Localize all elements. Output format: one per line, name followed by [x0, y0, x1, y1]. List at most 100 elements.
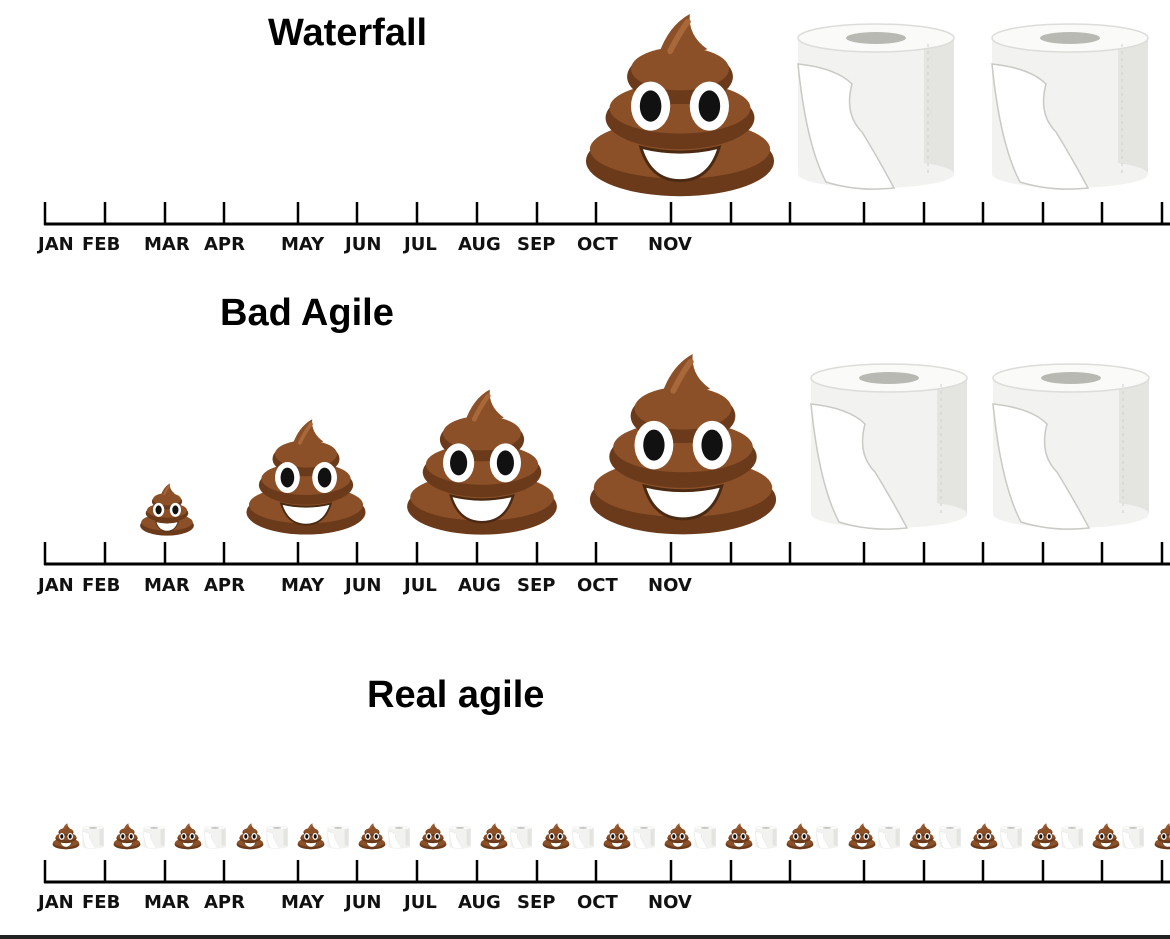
section-title: Bad Agile [220, 292, 394, 334]
section-title: Real agile [367, 674, 545, 716]
toilet-paper-icon [938, 825, 961, 849]
poop-highlight [667, 18, 691, 54]
month-label: AUG [458, 575, 501, 596]
paper-core [823, 826, 832, 829]
paper-core [639, 826, 648, 829]
poop-pupil [925, 834, 929, 840]
month-label: JUL [404, 234, 437, 255]
poop-upper-top [275, 440, 337, 468]
poop-pupil [680, 834, 684, 840]
poop-pupil [558, 834, 562, 840]
paper-side-shade [405, 827, 410, 847]
month-label: JUN [345, 575, 382, 596]
paper-side-shade [527, 827, 533, 847]
poop-mouth [182, 842, 195, 848]
poop-tip [160, 483, 175, 496]
poop-highlight [920, 824, 925, 830]
poop-pupil [374, 834, 378, 840]
month-label: OCT [577, 892, 618, 913]
toilet-paper-icon [1122, 825, 1145, 849]
month-label: JAN [38, 892, 74, 913]
poop-mouth [60, 842, 72, 848]
month-label: APR [204, 892, 245, 913]
bad-agile-timeline [43, 542, 1170, 566]
paper-sheet [632, 831, 647, 849]
paper-side-shade [937, 378, 967, 514]
poop-mouth [978, 842, 990, 848]
paper-sheet [326, 831, 341, 849]
paper-side-shade [99, 827, 104, 847]
poop-pupil [794, 834, 798, 840]
poop-highlight [492, 824, 496, 830]
paper-side-shade [1119, 378, 1149, 514]
toilet-paper-icon [1000, 825, 1022, 849]
paper-side-shade [160, 827, 165, 847]
toilet-paper-icon [810, 363, 968, 530]
month-label: NOV [648, 234, 692, 255]
paper-side-shade [466, 827, 471, 847]
poop-pupil [1100, 834, 1104, 840]
month-label: MAY [281, 892, 325, 913]
poop-highlight [297, 422, 313, 445]
poop-pupil [60, 834, 64, 840]
bad-agile-section: Bad Agile JAN FEB MAR APR MAY JUN JUL AUG SEP OCT… [0, 270, 1170, 610]
section-title: Waterfall [268, 12, 428, 54]
poop-pupil [172, 505, 179, 515]
poop-highlight [614, 824, 619, 830]
paper-core [1006, 826, 1016, 829]
paper-sheet [1061, 831, 1075, 849]
poop-upper-top [426, 828, 441, 835]
paper-sheet [1122, 831, 1137, 849]
paper-side-shade [924, 38, 954, 174]
paper-side-shade [711, 827, 716, 847]
paper-sheet [816, 831, 831, 849]
paper-core [846, 32, 906, 44]
paper-core [517, 826, 526, 829]
poop-highlight [553, 824, 558, 830]
month-label: MAY [281, 575, 325, 596]
poop-upper-top [303, 828, 318, 835]
paper-side-shade [956, 827, 961, 847]
toilet-paper-icon [571, 825, 594, 849]
poop-pupil [549, 834, 553, 840]
paper-core [272, 826, 281, 829]
paper-core [762, 826, 771, 829]
bad-agile-month-labels: JAN FEB MAR APR MAY JUN JUL AUG SEP OCT NOV [0, 575, 1170, 599]
poop-upper-top [634, 386, 732, 430]
poop-tip [1042, 823, 1050, 830]
month-label: MAR [144, 892, 190, 913]
poop-pupil [488, 834, 492, 840]
poop-highlight [125, 824, 129, 830]
waterfall-timeline [43, 202, 1170, 226]
poop-icon [970, 823, 998, 850]
paper-sheet [797, 63, 896, 190]
poop-highlight [670, 358, 694, 394]
poop-tip [980, 823, 988, 830]
paper-side-shade [772, 827, 777, 847]
month-label: OCT [577, 234, 618, 255]
poop-highlight [308, 824, 313, 830]
paper-sheet [510, 831, 525, 849]
month-label: OCT [577, 575, 618, 596]
poop-icon [786, 823, 814, 850]
poop-highlight [163, 484, 171, 495]
poop-highlight [64, 824, 68, 830]
poop-pupil [917, 834, 921, 840]
poop-tip [674, 823, 682, 830]
paper-sheet [877, 831, 892, 849]
paper-side-shade [1139, 827, 1145, 847]
paper-side-shade [221, 827, 227, 847]
paper-sheet [810, 403, 909, 530]
poop-pupil [182, 834, 186, 840]
paper-core [700, 826, 710, 829]
paper-core [394, 826, 404, 829]
month-label: SEP [517, 234, 556, 255]
poop-mouth [243, 842, 256, 848]
paper-sheet [1000, 831, 1014, 849]
poop-icon [589, 353, 777, 535]
paper-core [88, 826, 98, 829]
real-agile-month-labels: JAN FEB MAR APR MAY JUN JUL AUG SEP OCT NOV [0, 892, 1170, 916]
poop-icon [725, 823, 753, 850]
poop-icon [480, 823, 508, 850]
poop-mouth [672, 842, 684, 848]
